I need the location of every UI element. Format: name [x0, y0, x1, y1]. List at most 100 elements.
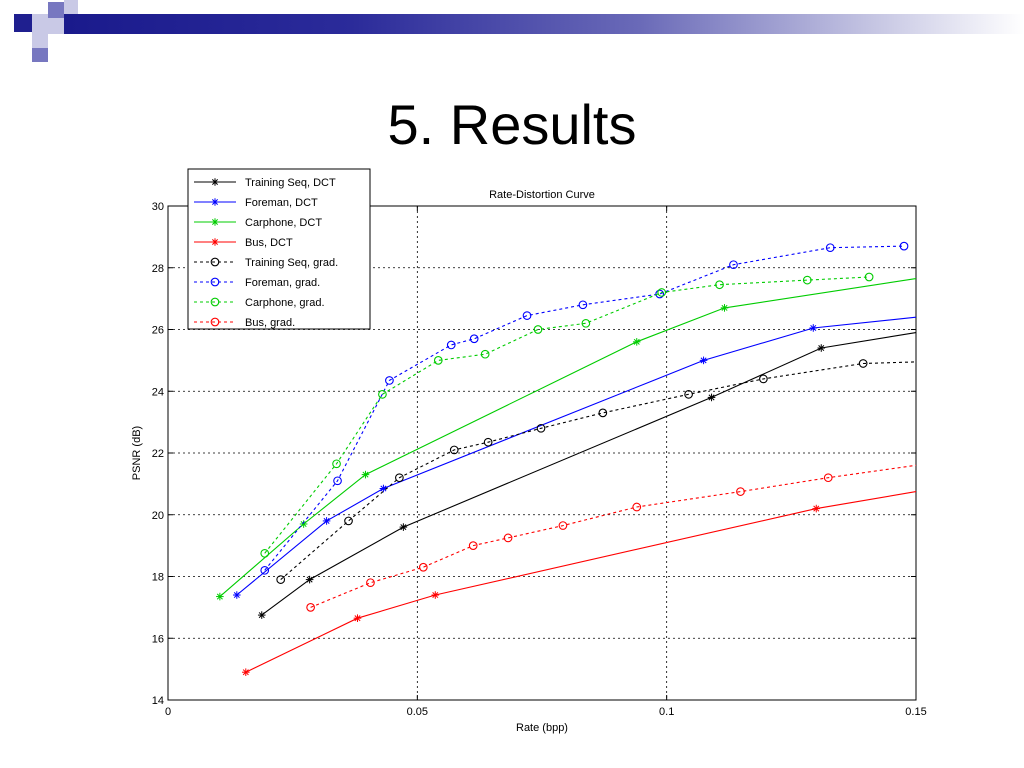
star-stroke: [306, 576, 313, 583]
series-line: [261, 332, 917, 616]
data-point: [823, 473, 833, 483]
legend-marker: [210, 297, 220, 307]
legend-label: Bus, grad.: [245, 317, 295, 329]
data-point: [729, 260, 738, 270]
y-tick-label: 20: [152, 510, 164, 522]
data-point: [657, 288, 667, 297]
legend-marker: [210, 257, 220, 267]
data-point: [378, 389, 387, 399]
deco-square-mid: [32, 48, 48, 62]
star-stroke: [432, 592, 439, 599]
star-stroke: [258, 612, 265, 619]
data-point: [299, 520, 308, 528]
data-point: [431, 591, 440, 599]
data-point: [684, 389, 693, 399]
legend-entry: Foreman, grad.: [194, 277, 320, 289]
star-stroke: [700, 357, 707, 364]
data-point: [216, 592, 224, 601]
x-tick-label: 0.05: [407, 706, 428, 718]
data-point: [395, 473, 404, 483]
data-point: [449, 445, 459, 455]
series-line: [310, 464, 917, 608]
y-axis-label: PSNR (dB): [131, 426, 143, 480]
legend-marker: [211, 198, 219, 206]
star-stroke: [721, 304, 728, 311]
legend-marker: [211, 238, 219, 246]
data-point: [361, 470, 370, 479]
data-point: [503, 533, 513, 543]
series-bus-dct: [241, 491, 917, 677]
data-point: [581, 318, 591, 328]
axis-ticks: 0 0.05 0.1 0.15 14 16 18 20 22 24 26 28 30: [152, 201, 927, 718]
series-foreman-dct: [233, 316, 917, 599]
series-training-seq-grad: [276, 359, 917, 584]
star-stroke: [708, 394, 715, 401]
data-point: [241, 668, 250, 677]
data-point: [736, 487, 745, 496]
x-tick-label: 0: [165, 706, 171, 718]
data-point: [332, 459, 341, 469]
legend-label: Training Seq, DCT: [245, 177, 336, 189]
data-point: [720, 304, 729, 312]
data-point: [322, 517, 331, 525]
data-point: [353, 614, 362, 622]
data-point: [446, 340, 456, 350]
legend-marker: [211, 218, 219, 226]
header-gradient-bar: [64, 14, 1024, 34]
star-stroke: [380, 485, 387, 492]
data-point: [699, 356, 708, 365]
star-stroke: [211, 218, 219, 226]
data-point: [817, 344, 826, 352]
legend-entry: Carphone, DCT: [194, 217, 322, 229]
data-point: [558, 521, 568, 530]
data-point: [306, 603, 315, 612]
legend-entry: Training Seq, DCT: [194, 177, 336, 189]
legend-marker: [210, 277, 220, 287]
data-point: [825, 243, 835, 253]
legend-entry: Training Seq, grad.: [194, 257, 338, 269]
deco-square-light: [64, 0, 78, 14]
star-stroke: [323, 517, 330, 524]
data-point: [632, 502, 642, 512]
data-point: [333, 476, 342, 486]
data-point: [899, 241, 909, 251]
series-line: [264, 276, 870, 554]
y-tick-label: 28: [152, 263, 164, 275]
data-point: [655, 289, 665, 299]
data-point: [385, 376, 394, 385]
star-stroke: [818, 345, 825, 352]
data-point: [578, 300, 588, 310]
legend-label: Carphone, grad.: [245, 297, 325, 309]
data-point: [233, 591, 241, 599]
y-tick-label: 26: [152, 325, 164, 337]
data-point: [468, 541, 478, 550]
data-point: [418, 562, 428, 572]
x-tick-label: 0.15: [905, 706, 926, 718]
data-point: [522, 311, 532, 320]
legend-label: Training Seq, grad.: [245, 257, 338, 269]
legend-label: Bus, DCT: [245, 237, 293, 249]
legend-label: Foreman, grad.: [245, 277, 320, 289]
x-axis-label: Rate (bpp): [516, 722, 568, 734]
series-line: [280, 361, 917, 581]
data-point: [260, 565, 270, 575]
data-point: [344, 516, 353, 526]
data-point: [399, 523, 408, 531]
deco-square-light: [48, 18, 64, 34]
star-stroke: [813, 505, 820, 512]
legend-entry: Bus, grad.: [194, 317, 295, 329]
y-tick-label: 22: [152, 448, 164, 460]
deco-square-dark: [14, 14, 32, 32]
star-stroke: [216, 593, 223, 600]
legend-entry: Foreman, DCT: [194, 197, 318, 209]
grid: [168, 206, 916, 700]
data-point: [707, 393, 716, 402]
star-stroke: [362, 471, 369, 478]
star-stroke: [810, 324, 817, 331]
legend-marker: [210, 317, 220, 327]
data-point: [483, 437, 493, 447]
data-point: [469, 334, 479, 344]
data-point: [536, 423, 546, 433]
series-training-seq-dct: [257, 332, 917, 619]
